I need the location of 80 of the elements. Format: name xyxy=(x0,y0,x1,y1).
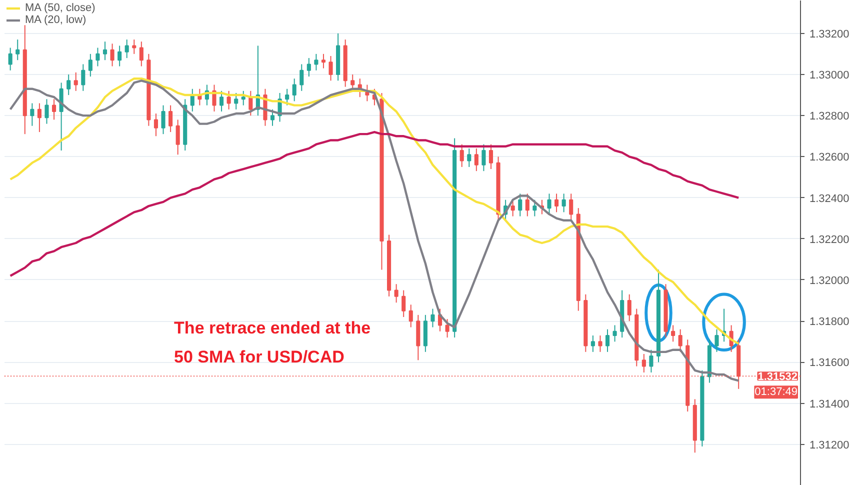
candlestick xyxy=(168,104,173,133)
candlestick xyxy=(562,193,566,213)
candlestick xyxy=(314,53,318,71)
candlestick xyxy=(139,41,144,67)
candlestick xyxy=(292,78,296,102)
candlestick xyxy=(612,324,617,342)
candlestick xyxy=(285,88,290,106)
candlestick xyxy=(248,90,253,116)
candlestick xyxy=(678,328,682,352)
candlestick xyxy=(532,199,537,217)
candlestick xyxy=(547,193,552,215)
candlestick xyxy=(241,90,246,106)
candlestick xyxy=(598,334,602,352)
annotation: 50 SMA for USD/CAD xyxy=(174,347,344,366)
candlestick xyxy=(488,144,494,170)
candlestick xyxy=(154,113,158,137)
candlestick xyxy=(66,74,71,96)
legend-label: MA (50, close) xyxy=(25,2,96,14)
candlestick xyxy=(402,290,406,318)
annotation: The retrace ended at the xyxy=(174,318,371,338)
candlestick xyxy=(467,148,472,168)
candlestick xyxy=(474,148,478,172)
candlestick xyxy=(176,119,180,156)
candlestick xyxy=(605,328,610,352)
candlestick xyxy=(226,90,231,110)
y-tick-label: 1.31400 xyxy=(810,398,850,410)
candlestick xyxy=(430,308,435,328)
candlestick xyxy=(671,324,676,342)
candlestick xyxy=(88,53,92,78)
candlestick xyxy=(16,39,20,61)
y-tick-label: 1.32400 xyxy=(810,192,850,205)
candlestick xyxy=(554,193,559,213)
candlestick xyxy=(460,144,464,168)
candlestick xyxy=(518,193,522,217)
candlestick xyxy=(525,193,530,217)
candlestick xyxy=(118,45,122,67)
candlestick xyxy=(649,349,654,373)
y-tick-label: 1.33000 xyxy=(810,69,850,82)
candlestick xyxy=(328,55,333,82)
legend-label: MA (20, low) xyxy=(25,14,86,26)
y-tick-label: 1.31600 xyxy=(810,357,850,370)
candlestick xyxy=(219,90,224,112)
candlestick xyxy=(300,64,304,92)
candlestick xyxy=(81,64,86,92)
y-tick-label: 1.31200 xyxy=(810,439,850,452)
candlestick xyxy=(44,98,49,124)
y-tick-label: 1.32000 xyxy=(810,274,850,287)
candlestick xyxy=(110,43,114,67)
candlestick xyxy=(30,102,34,126)
candlestick xyxy=(642,353,646,373)
candlestick xyxy=(37,102,42,133)
ref-line-label: 1.31532 xyxy=(758,371,798,384)
text: 01:37:49 xyxy=(754,386,798,398)
candlestick xyxy=(590,334,595,352)
y-tick-label: 1.32200 xyxy=(810,234,850,246)
candlestick xyxy=(96,47,100,67)
candlestick xyxy=(445,318,450,338)
candlestick xyxy=(321,53,326,69)
candlestick xyxy=(74,72,78,92)
y-tick-label: 1.33200 xyxy=(810,28,850,40)
y-tick-label: 1.32800 xyxy=(810,110,850,123)
candlestick xyxy=(234,92,238,110)
candlestick xyxy=(102,41,108,61)
candlestick xyxy=(482,144,486,172)
candlestick xyxy=(394,284,398,304)
candlestick xyxy=(569,193,574,221)
y-tick-label: 1.31800 xyxy=(810,316,850,328)
line-series xyxy=(9,130,740,277)
y-tick-label: 1.32600 xyxy=(810,152,850,164)
candlestick xyxy=(306,58,311,78)
candlestick xyxy=(510,199,515,217)
candlestick xyxy=(408,304,413,328)
candlestick xyxy=(161,104,166,135)
candlestick xyxy=(8,47,12,71)
candlestick xyxy=(52,98,56,120)
candlestick xyxy=(124,39,129,59)
candlestick xyxy=(714,328,719,352)
candlestick xyxy=(132,39,136,54)
candlestick xyxy=(270,108,275,126)
candlestick xyxy=(627,294,632,322)
